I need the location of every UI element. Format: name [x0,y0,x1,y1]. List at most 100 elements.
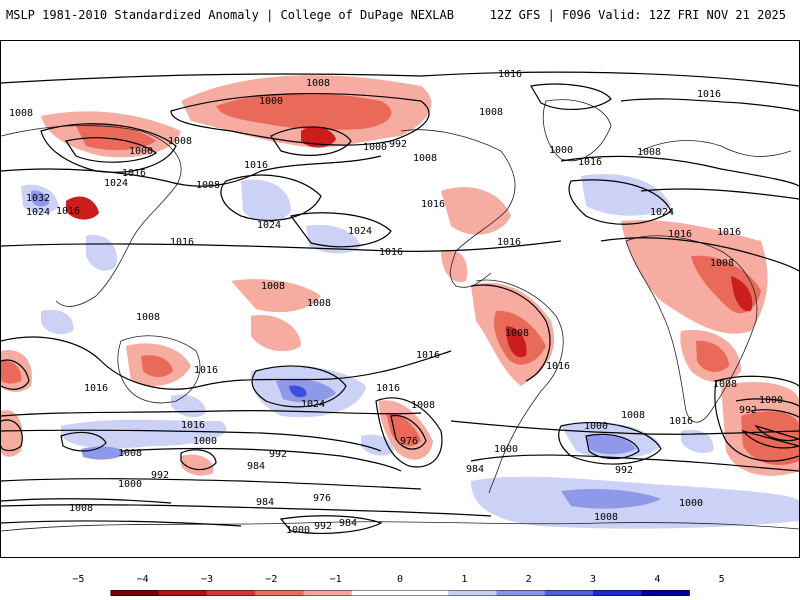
isobar-label: 1024 [26,207,50,218]
isobar-label: 992 [314,521,332,532]
isobar-label: 1008 [69,503,93,514]
isobar-label: 1016 [697,89,721,100]
isobar-label: 992 [269,449,287,460]
isobar-label: 992 [739,405,757,416]
colorbar-segment [641,590,690,596]
isobar [251,365,347,408]
isobar-label: 1016 [497,237,521,248]
isobar-label: 1000 [759,395,783,406]
isobar [735,398,799,449]
anomaly-patch [66,196,99,220]
anomaly-patch [171,394,206,418]
isobar-label: 984 [339,518,357,529]
isobar-label: 1008 [713,379,737,390]
isobar [1,155,382,187]
isobar [1,498,172,504]
isobar-label: 1008 [261,281,285,292]
colorbar-tick-label: −5 [72,574,85,585]
anomaly-patch [681,429,714,453]
isobar-label: 1008 [307,298,331,309]
isobar-label: 1008 [637,147,661,158]
colorbar-tick-label: 2 [525,574,532,585]
isobar [1,504,492,517]
isobar-label: 1016 [170,237,194,248]
isobar-label: 992 [389,139,407,150]
anomaly-map: 1008 1000 1016 1008 1008 1000 1008 1016 … [0,40,800,558]
isobar [375,397,443,468]
colorbar-outline [110,590,690,596]
antarctica-coast [1,521,799,532]
isobar-layer [1,71,799,534]
anomaly-patch [61,419,227,449]
isobar-label: 1000 [584,421,608,432]
isobar [60,431,107,452]
anomaly-patch [276,379,336,403]
isobar [1,429,382,452]
isobar [1,336,452,390]
colorbar-segment [303,590,353,596]
colorbar-segment [400,590,449,596]
isobar-label: 1008 [411,400,435,411]
isobar-label: 1024 [301,399,325,410]
colorbar-segment [593,590,642,596]
isobar-label: 1016 [244,160,268,171]
isobar-label: 1016 [578,157,602,168]
isobar [470,284,551,382]
isobar-label: 1008 [136,312,160,323]
isobar [470,454,799,472]
anomaly-patch [31,190,49,207]
isobar-label: 1016 [416,350,440,361]
colorbar-segment [496,590,546,596]
anomaly-patch [231,279,321,313]
isobar [1,478,422,490]
isobar [530,83,612,110]
isobar-label: 1008 [196,180,220,191]
isobar-label: 984 [256,497,274,508]
anomaly-patch [301,126,336,148]
anomaly-patch [86,235,117,271]
isobar-label: 1032 [26,193,50,204]
isobar [558,422,662,465]
isobar-label: 1016 [421,199,445,210]
isobar-label: 1000 [118,479,142,490]
isobar-label: 1016 [717,227,741,238]
isobar-label: 1008 [413,153,437,164]
anomaly-patch [506,326,527,358]
isobar-label: 984 [466,464,484,475]
isobar-label: 1024 [348,226,372,237]
colorbar-tick-label: −3 [200,574,214,585]
anomaly-patch [1,360,22,384]
colorbar-tick-label: −4 [136,574,149,585]
colorbar-tick-label: 4 [654,574,661,585]
isobar-label: 1016 [498,69,522,80]
africa-coast [625,235,758,423]
colorbar-tick-label: 0 [396,574,404,585]
isobar [560,155,799,187]
isobar [1,359,30,390]
isobar [600,237,799,272]
isobar-label: 1000 [363,142,387,153]
south-america-coast [475,279,564,494]
anomaly-patch [561,488,661,509]
isobar [40,123,177,173]
isobar-label: 1008 [594,512,618,523]
isobar-label: 1008 [479,107,503,118]
isobar [279,515,383,534]
isobar [450,420,799,435]
isobar [568,179,672,225]
isobar-label: 992 [615,465,633,476]
anomaly-patch [181,454,214,476]
isobar [1,520,242,527]
isobar-label: 1024 [257,220,281,231]
isobar-label: 1000 [679,498,703,509]
isobar [620,98,799,112]
anomaly-patch [41,309,74,335]
colorbar-tick-label: 1 [461,574,468,585]
colorbar-segment [110,590,160,596]
isobar [714,375,799,462]
isobar-label: 1000 [549,145,573,156]
anomaly-patch [696,340,729,373]
isobar [270,126,352,156]
isobar-labels: 1008 1000 1016 1008 1008 1000 1008 1016 … [9,69,783,536]
anomaly-patch [251,315,301,352]
